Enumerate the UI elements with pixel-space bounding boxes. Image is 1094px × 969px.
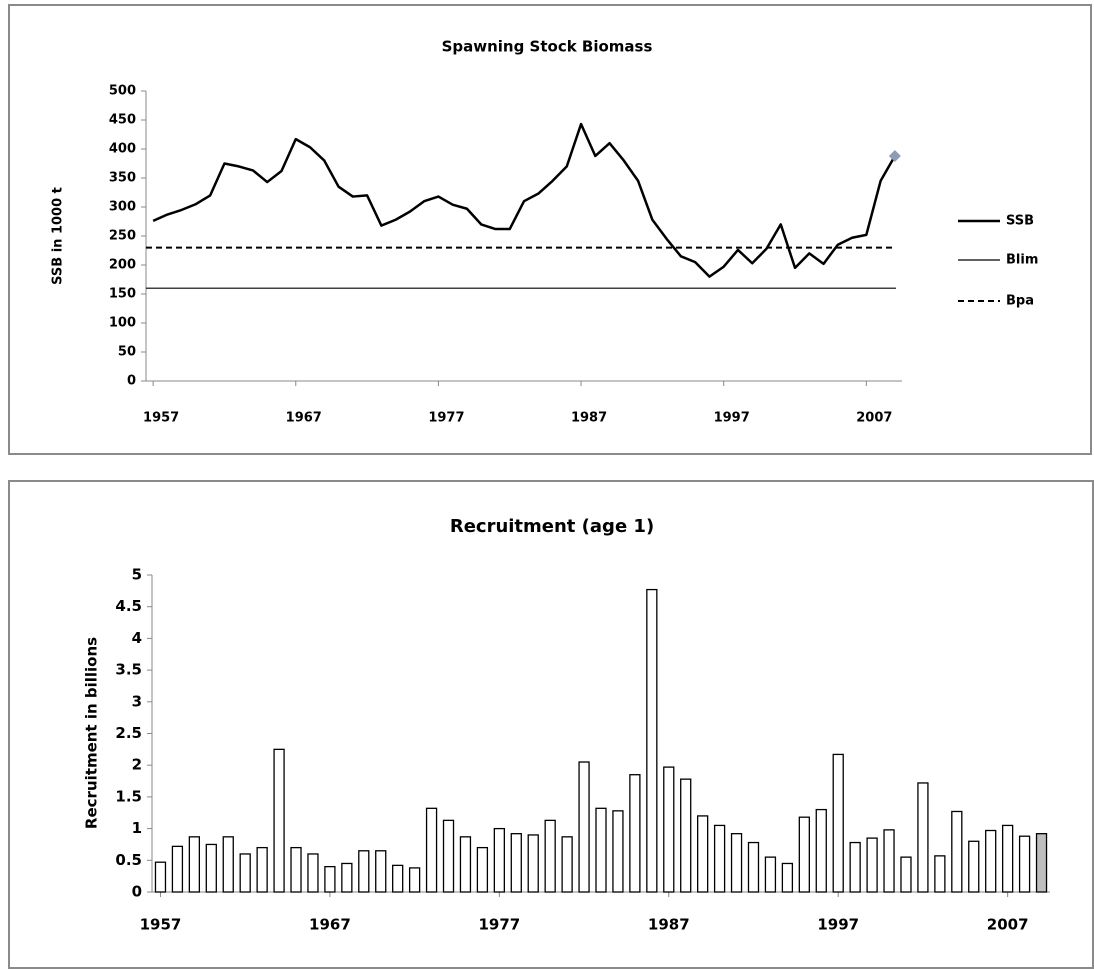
y-tick-label: 0 xyxy=(132,883,142,901)
bar xyxy=(171,845,184,893)
bar xyxy=(832,753,844,893)
y-tick-label: 50 xyxy=(118,345,136,360)
y-tick-label: 1 xyxy=(132,819,142,837)
bar xyxy=(239,853,251,893)
bar xyxy=(527,834,539,893)
panel-frame xyxy=(8,480,1094,969)
bar xyxy=(188,836,201,893)
bar xyxy=(900,856,912,893)
bar xyxy=(544,819,556,893)
bar xyxy=(917,782,929,893)
y-axis-title: SSB in 1000 t xyxy=(51,187,66,285)
y-tick-label: 2.5 xyxy=(115,724,142,742)
bar xyxy=(205,843,217,893)
bar xyxy=(713,824,726,893)
y-tick-label: 0 xyxy=(127,374,136,389)
legend-label: Blim xyxy=(1006,253,1038,268)
x-tick-label: 1957 xyxy=(143,411,179,426)
bar xyxy=(222,836,234,893)
y-tick-label: 150 xyxy=(109,287,136,302)
last-point-marker xyxy=(888,149,901,162)
x-tick-label: 1967 xyxy=(286,411,322,426)
chart-title: Recruitment (age 1) xyxy=(450,516,654,537)
bar xyxy=(646,588,658,893)
bar xyxy=(798,816,810,893)
bar xyxy=(1018,835,1031,893)
x-tick-label: 1957 xyxy=(140,916,182,934)
bar xyxy=(866,837,878,893)
y-tick-label: 5 xyxy=(132,566,142,584)
bar xyxy=(307,853,319,893)
chart-title: Spawning Stock Biomass xyxy=(442,38,653,56)
bar xyxy=(561,836,573,893)
bar xyxy=(849,841,861,893)
y-tick-label: 200 xyxy=(109,258,136,273)
bar xyxy=(375,850,387,893)
y-tick-label: 450 xyxy=(109,113,136,128)
legend-label: Bpa xyxy=(1006,294,1034,309)
bar xyxy=(968,840,980,893)
y-tick-label: 4 xyxy=(132,629,142,647)
y-tick-label: 300 xyxy=(109,200,136,215)
bar xyxy=(1001,824,1014,893)
y-tick-label: 400 xyxy=(109,142,136,157)
bar xyxy=(273,748,285,893)
y-tick-label: 3 xyxy=(132,692,142,710)
x-tick-label: 1997 xyxy=(714,411,750,426)
bar xyxy=(612,810,624,893)
x-tick-label: 1977 xyxy=(478,916,520,934)
bar xyxy=(392,864,404,893)
x-tick-label: 2007 xyxy=(987,916,1029,934)
x-tick-label: 1987 xyxy=(571,411,607,426)
panel-frame xyxy=(8,4,1092,455)
bar xyxy=(595,807,607,893)
bar xyxy=(883,829,895,893)
bar xyxy=(476,846,489,893)
bar xyxy=(934,855,946,893)
y-tick-label: 1.5 xyxy=(115,787,142,805)
bar xyxy=(408,867,421,893)
bar xyxy=(764,856,777,893)
line-series xyxy=(152,122,896,278)
bar xyxy=(747,841,760,893)
bar xyxy=(1035,833,1048,893)
y-tick-label: 350 xyxy=(109,171,136,186)
bar xyxy=(459,836,472,893)
bar xyxy=(358,850,370,893)
x-tick-label: 1967 xyxy=(309,916,351,934)
bar xyxy=(256,846,268,893)
y-tick-label: 2 xyxy=(132,756,142,774)
bar xyxy=(730,833,743,893)
bar xyxy=(985,829,997,893)
y-tick-label: 250 xyxy=(109,229,136,244)
bar xyxy=(154,861,167,893)
y-tick-label: 4.5 xyxy=(115,597,142,615)
bar xyxy=(697,815,709,893)
bar xyxy=(680,778,692,893)
x-tick-label: 1987 xyxy=(648,916,690,934)
x-tick-label: 2007 xyxy=(856,411,892,426)
y-tick-label: 0.5 xyxy=(115,851,142,869)
bar xyxy=(815,808,827,893)
bar xyxy=(629,774,641,893)
bar xyxy=(578,761,590,893)
bar xyxy=(781,862,794,893)
bar xyxy=(493,827,505,893)
legend-label: SSB xyxy=(1006,214,1034,229)
y-tick-label: 3.5 xyxy=(115,661,142,679)
bar xyxy=(324,865,336,893)
bar xyxy=(510,833,522,893)
x-tick-label: 1997 xyxy=(817,916,859,934)
bar xyxy=(442,819,455,893)
bar xyxy=(951,810,963,893)
y-tick-label: 500 xyxy=(109,84,136,99)
bar xyxy=(341,862,353,893)
y-tick-label: 100 xyxy=(109,316,136,331)
bar xyxy=(663,766,675,893)
x-tick-label: 1977 xyxy=(428,411,464,426)
y-axis-title: Recruitment in billions xyxy=(83,637,101,829)
bar xyxy=(425,807,438,893)
bar xyxy=(290,846,302,893)
